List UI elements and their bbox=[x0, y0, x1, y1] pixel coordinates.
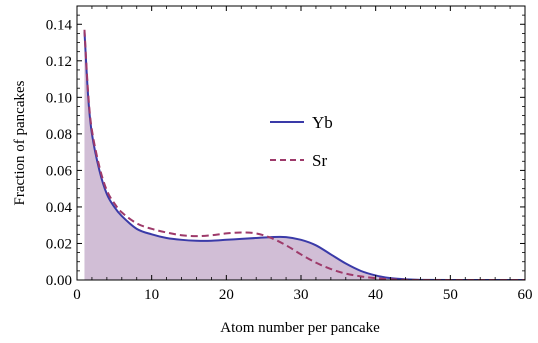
y-axis-label: Fraction of pancakes bbox=[12, 80, 28, 205]
y-tick-label: 0.06 bbox=[46, 163, 73, 179]
area-fill-yb bbox=[84, 31, 525, 280]
legend-label-sr: Sr bbox=[312, 151, 327, 170]
area-fill-layer bbox=[84, 31, 525, 280]
series-line-sr bbox=[83, 29, 525, 280]
x-axis-label: Atom number per pancake bbox=[220, 320, 380, 336]
series-line-yb bbox=[83, 31, 525, 280]
y-tick-label: 0.02 bbox=[46, 236, 72, 252]
x-tick-label: 50 bbox=[443, 287, 458, 303]
y-tick-label: 0.14 bbox=[46, 17, 73, 33]
x-tick-label: 0 bbox=[73, 287, 81, 303]
x-tick-label: 60 bbox=[518, 287, 533, 303]
x-tick-label: 10 bbox=[144, 287, 159, 303]
tick-layer: 0 10 20 30 40 50 60 0.00 0.02 0.04 0.06 0.08 0.10 0.1… bbox=[46, 6, 533, 303]
y-tick-label: 0.00 bbox=[46, 273, 72, 289]
x-tick-label: 40 bbox=[368, 287, 383, 303]
legend-label-yb: Yb bbox=[312, 113, 333, 132]
y-tick-label: 0.04 bbox=[46, 200, 73, 216]
y-tick-label: 0.08 bbox=[46, 127, 72, 143]
x-tick-label: 20 bbox=[219, 287, 234, 303]
y-tick-label: 0.12 bbox=[46, 54, 72, 70]
x-tick-label: 30 bbox=[294, 287, 309, 303]
legend: Yb Sr bbox=[270, 113, 333, 170]
y-tick-label: 0.10 bbox=[46, 90, 72, 106]
series-layer bbox=[83, 29, 525, 280]
